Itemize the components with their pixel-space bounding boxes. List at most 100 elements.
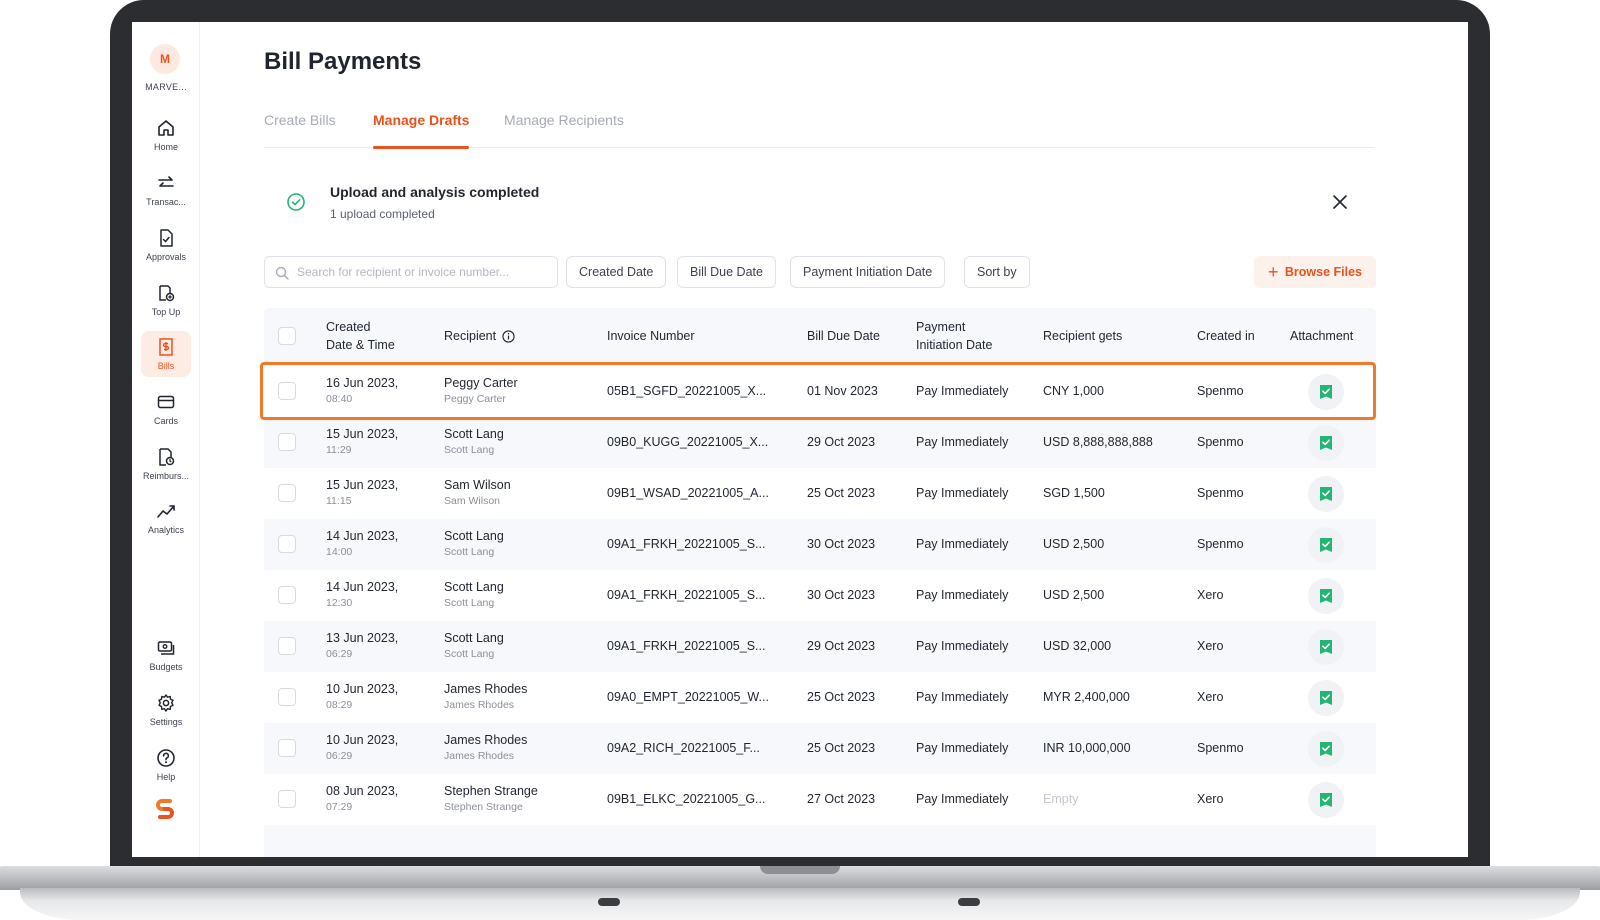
- row-checkbox[interactable]: [278, 688, 296, 706]
- search-field[interactable]: [264, 256, 558, 288]
- created-in: Spenmo: [1197, 384, 1244, 398]
- attachment-button[interactable]: [1308, 527, 1344, 563]
- document-check-icon: [160, 229, 173, 247]
- attachment-icon: [1320, 436, 1332, 450]
- sidebar-item-help[interactable]: Help: [141, 742, 191, 788]
- table-row[interactable]: 08 Jun 2023, 07:29 Stephen Strange Stephen …: [264, 774, 1376, 825]
- payment-initiation: Pay Immediately: [916, 486, 1009, 500]
- sidebar-item-budgets[interactable]: Budgets: [141, 632, 191, 678]
- invoice-number: 09A2_RICH_20221005_F...: [607, 741, 760, 755]
- home-icon: [158, 120, 174, 136]
- table-row[interactable]: 10 Jun 2023, 06:29 James Rhodes James Rhode…: [264, 723, 1376, 774]
- row-checkbox[interactable]: [278, 637, 296, 655]
- payment-initiation: Pay Immediately: [916, 690, 1009, 704]
- filter-bill-due-date-button[interactable]: Bill Due Date: [677, 256, 776, 288]
- row-checkbox[interactable]: [278, 790, 296, 808]
- sidebar-item-reimbursements[interactable]: Reimburs...: [141, 441, 191, 487]
- created-in: Spenmo: [1197, 486, 1244, 500]
- sidebar-item-settings[interactable]: Settings: [141, 687, 191, 733]
- laptop-base-lip: [20, 888, 1580, 920]
- attachment-button[interactable]: [1308, 680, 1344, 716]
- attachment-icon: [1320, 793, 1332, 807]
- attachment-button[interactable]: [1308, 374, 1344, 410]
- bill-due-date: 29 Oct 2023: [807, 639, 876, 653]
- filter-payment-initiation-date-button[interactable]: Payment Initiation Date: [790, 256, 946, 288]
- attachment-icon: [1320, 589, 1332, 603]
- column-header-invoice-number: Invoice Number: [607, 329, 695, 343]
- invoice-number: 09B1_WSAD_20221005_A...: [607, 486, 769, 500]
- browse-files-button[interactable]: + Browse Files: [1254, 256, 1376, 288]
- created-in: Spenmo: [1197, 435, 1244, 449]
- sidebar-item-label: Settings: [149, 717, 183, 727]
- created-time: 08:40: [326, 393, 353, 405]
- created-date: 14 Jun 2023,: [326, 580, 399, 594]
- bill-due-date: 25 Oct 2023: [807, 690, 876, 704]
- created-in: Spenmo: [1197, 741, 1244, 755]
- recipient-subname: James Rhodes: [444, 699, 515, 711]
- table-row[interactable]: 10 Jun 2023, 08:29 James Rhodes James Rhode…: [264, 672, 1376, 723]
- recipient-name: Scott Lang: [444, 427, 504, 441]
- attachment-button[interactable]: [1308, 476, 1344, 512]
- sidebar-item-top-up[interactable]: Top Up: [141, 277, 191, 323]
- table-row[interactable]: 16 Jun 2023, 08:40 Peggy Carter Peggy Carte…: [264, 366, 1376, 417]
- payment-initiation: Pay Immediately: [916, 639, 1009, 653]
- tab-create-bills[interactable]: Create Bills: [264, 112, 336, 128]
- tab-manage-recipients[interactable]: Manage Recipients: [504, 112, 624, 128]
- sidebar-item-home[interactable]: Home: [141, 112, 191, 158]
- sidebar-item-cards[interactable]: Cards: [141, 386, 191, 432]
- attachment-button[interactable]: [1308, 578, 1344, 614]
- recipient-gets-amount: USD 32,000: [1043, 639, 1112, 653]
- attachment-icon: [1320, 538, 1332, 552]
- payment-initiation: Pay Immediately: [916, 741, 1009, 755]
- attachment-icon: [1320, 385, 1332, 399]
- row-checkbox[interactable]: [278, 484, 296, 502]
- arrows-exchange-icon: [158, 176, 174, 187]
- row-checkbox[interactable]: [278, 382, 296, 400]
- info-icon[interactable]: [502, 329, 515, 343]
- sidebar-item-label: Bills: [157, 361, 175, 371]
- recipient-gets-amount: CNY 1,000: [1043, 384, 1104, 398]
- sidebar-item-transactions[interactable]: Transac...: [141, 167, 191, 213]
- row-checkbox[interactable]: [278, 535, 296, 553]
- payment-initiation: Pay Immediately: [916, 537, 1009, 551]
- table-header: Created Date & Time Recipient Invoice Num…: [264, 308, 1376, 364]
- tab-manage-drafts[interactable]: Manage Drafts: [373, 112, 470, 149]
- sort-by-button[interactable]: Sort by: [964, 256, 1030, 288]
- column-header-created: Created Date & Time: [326, 320, 395, 352]
- sidebar-item-analytics[interactable]: Analytics: [141, 495, 191, 541]
- attachment-icon: [1320, 742, 1332, 756]
- recipient-subname: Sam Wilson: [444, 495, 501, 507]
- sidebar-item-bills[interactable]: Bills: [141, 331, 191, 377]
- attachment-button[interactable]: [1308, 782, 1344, 818]
- recipient-name: James Rhodes: [444, 682, 528, 696]
- table-row[interactable]: [264, 825, 1376, 857]
- attachment-button[interactable]: [1308, 425, 1344, 461]
- table-row[interactable]: 15 Jun 2023, 11:15 Sam Wilson Sam Wilson 09B…: [264, 468, 1376, 519]
- close-icon[interactable]: [1330, 192, 1350, 212]
- select-all-checkbox[interactable]: [278, 327, 296, 345]
- table-row[interactable]: 15 Jun 2023, 11:29 Scott Lang Scott Lang 09B…: [264, 417, 1376, 468]
- column-header-attachment: Attachment: [1290, 329, 1354, 343]
- recipient-gets-amount: INR 10,000,000: [1043, 741, 1131, 755]
- row-checkbox[interactable]: [278, 433, 296, 451]
- sidebar-item-label: Cards: [153, 416, 178, 426]
- table-row[interactable]: 14 Jun 2023, 12:30 Scott Lang Scott Lang 09A…: [264, 570, 1376, 621]
- bill-due-date: 30 Oct 2023: [807, 537, 876, 551]
- recipient-subname: Stephen Strange: [444, 801, 523, 813]
- org-avatar[interactable]: M: [150, 44, 180, 74]
- table-row[interactable]: 13 Jun 2023, 06:29 Scott Lang Scott Lang 09A…: [264, 621, 1376, 672]
- recipient-gets-amount: USD 2,500: [1043, 588, 1105, 602]
- attachment-button[interactable]: [1308, 629, 1344, 665]
- search-icon: [275, 266, 289, 280]
- sidebar-item-approvals[interactable]: Approvals: [141, 222, 191, 268]
- filter-created-date-button[interactable]: Created Date: [566, 256, 667, 288]
- row-checkbox[interactable]: [278, 739, 296, 757]
- payment-initiation: Pay Immediately: [916, 435, 1009, 449]
- table-row[interactable]: 14 Jun 2023, 14:00 Scott Lang Scott Lang 09A…: [264, 519, 1376, 570]
- recipient-subname: Peggy Carter: [444, 393, 506, 405]
- row-checkbox[interactable]: [278, 586, 296, 604]
- created-in: Spenmo: [1197, 537, 1244, 551]
- search-input[interactable]: [297, 261, 547, 283]
- invoice-number: 09A0_EMPT_20221005_W...: [607, 690, 769, 704]
- attachment-button[interactable]: [1308, 731, 1344, 767]
